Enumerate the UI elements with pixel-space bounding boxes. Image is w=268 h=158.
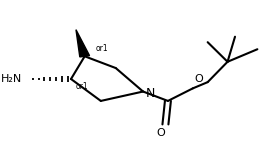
- Text: H₂N: H₂N: [1, 74, 23, 84]
- Text: N: N: [146, 87, 155, 100]
- Polygon shape: [76, 30, 90, 57]
- Text: or1: or1: [76, 82, 89, 91]
- Text: O: O: [157, 128, 165, 138]
- Text: or1: or1: [96, 44, 109, 53]
- Text: O: O: [195, 74, 203, 84]
